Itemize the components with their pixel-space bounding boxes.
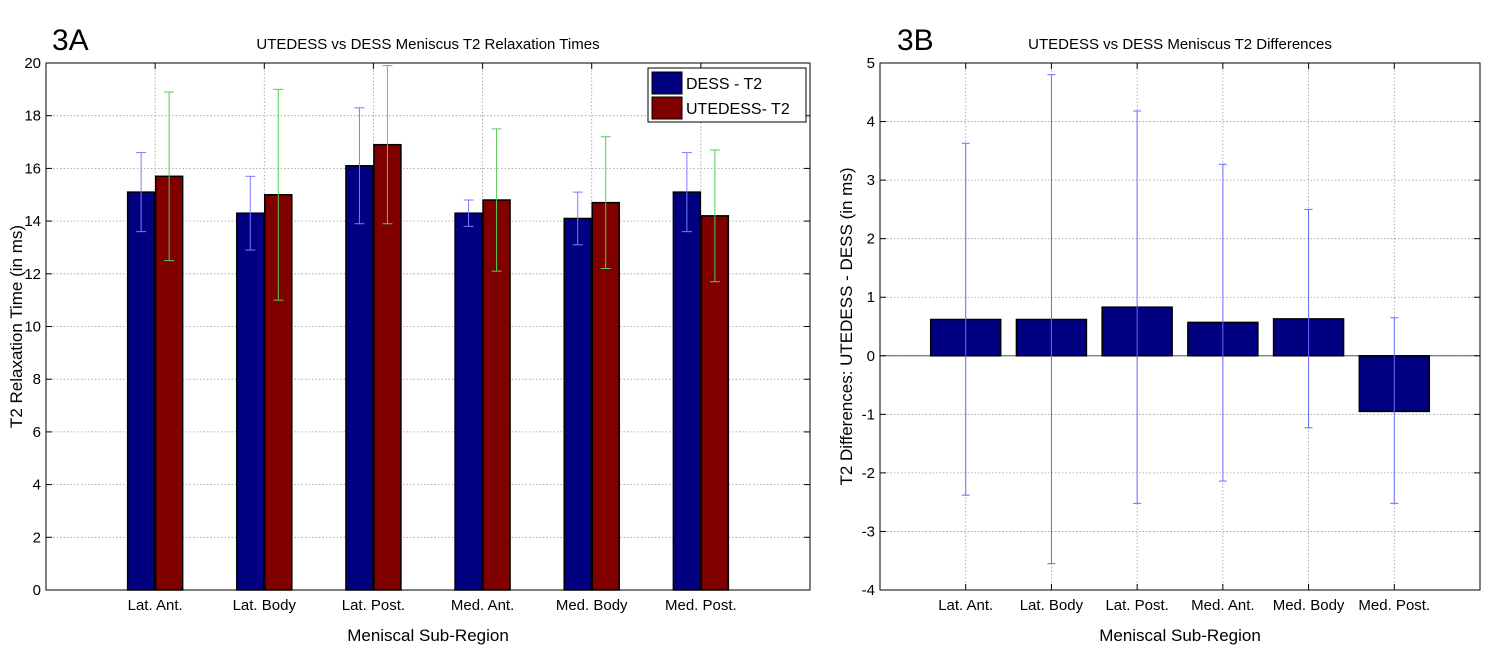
error-bar xyxy=(1218,163,1227,482)
error-bar xyxy=(354,107,365,225)
y-axis: 0 2 4 6 8 10 12 14 16 18 20 xyxy=(24,55,810,599)
legend-label: DESS - T2 xyxy=(686,76,762,93)
legend-swatch xyxy=(651,96,683,120)
error-bar xyxy=(491,128,502,272)
bar-series1 xyxy=(454,212,483,591)
error-bar xyxy=(1133,110,1142,504)
legend: DESS - T2 UTEDESS- T2 xyxy=(647,67,807,123)
x-tick-label: Med. Post. xyxy=(1358,597,1430,614)
y-tick-label: 6 xyxy=(33,424,41,441)
y-tick-label: -1 xyxy=(862,406,875,423)
error-bar xyxy=(572,191,583,246)
x-tick-label: Lat. Ant. xyxy=(128,597,183,614)
x-tick-label: Med. Ant. xyxy=(451,597,514,614)
error-bar xyxy=(1390,317,1399,504)
y-tick-label: 2 xyxy=(33,529,41,546)
bar-series1 xyxy=(672,191,702,591)
error-bar xyxy=(382,65,393,225)
error-bar xyxy=(961,142,970,496)
bar-series1 xyxy=(126,191,156,591)
x-tick-label: Med. Post. xyxy=(665,597,737,614)
y-tick-label: 4 xyxy=(867,114,875,131)
y-tick-label: 0 xyxy=(33,582,41,599)
x-tick-label: Med. Body xyxy=(1273,597,1345,614)
error-bar xyxy=(681,152,692,233)
error-bar xyxy=(136,152,147,233)
error-bars xyxy=(961,74,1399,565)
y-tick-label: -4 xyxy=(862,582,875,599)
y-tick-label: 14 xyxy=(24,213,41,230)
x-tick-label: Med. Ant. xyxy=(1191,597,1254,614)
y-tick-label: 12 xyxy=(24,266,41,283)
x-axis: Lat. Ant. Lat. Body Lat. Post. Med. Ant. Med… xyxy=(938,63,1430,614)
y-tick-label: 0 xyxy=(867,348,875,365)
y-axis-label: T2 Differences: UTEDESS - DESS (in ms) xyxy=(837,167,856,485)
x-axis: Lat. Ant. Lat. Body Lat. Post. Med. Ant. Med… xyxy=(128,63,737,614)
y-tick-label: -3 xyxy=(862,523,875,540)
y-tick-label: 1 xyxy=(867,289,875,306)
x-tick-label: Lat. Ant. xyxy=(938,597,993,614)
y-tick-label: 8 xyxy=(33,371,41,388)
panel-3b: 3B UTEDESS vs DESS Meniscus T2 Difference… xyxy=(837,24,1481,645)
error-bar xyxy=(1304,208,1313,429)
y-tick-label: 10 xyxy=(24,319,41,336)
x-tick-label: Lat. Post. xyxy=(342,597,405,614)
x-tick-label: Lat. Body xyxy=(1020,597,1084,614)
panel-3a: 3A UTEDESS vs DESS Meniscus T2 Relaxation… xyxy=(7,24,811,645)
panel-label: 3B xyxy=(897,24,934,57)
legend-label: UTEDESS- T2 xyxy=(686,101,790,118)
error-bar xyxy=(709,149,720,283)
chart-title: UTEDESS vs DESS Meniscus T2 Differences xyxy=(1028,36,1332,53)
panel-label: 3A xyxy=(52,24,89,57)
y-tick-label: 5 xyxy=(867,55,875,72)
bar-series1 xyxy=(236,212,265,591)
y-tick-label: 20 xyxy=(24,55,41,72)
y-tick-label: -2 xyxy=(862,465,875,482)
bars xyxy=(126,143,730,591)
x-tick-label: Lat. Body xyxy=(233,597,297,614)
y-tick-label: 4 xyxy=(33,477,41,494)
plot-frame xyxy=(879,62,1481,591)
x-tick-label: Med. Body xyxy=(556,597,628,614)
chart-title: UTEDESS vs DESS Meniscus T2 Relaxation T… xyxy=(256,36,599,53)
error-bar xyxy=(245,175,256,251)
y-tick-label: 3 xyxy=(867,172,875,189)
error-bar xyxy=(1047,74,1056,565)
y-axis-label: T2 Relaxation Time (in ms) xyxy=(7,225,26,428)
y-axis: -4 -3 -2 -1 0 1 2 3 4 5 xyxy=(862,55,1480,599)
y-tick-label: 16 xyxy=(24,160,41,177)
error-bar xyxy=(164,91,175,262)
x-axis-label: Meniscal Sub-Region xyxy=(1099,626,1261,645)
bars xyxy=(929,306,1431,413)
legend-swatch xyxy=(651,71,683,95)
y-tick-label: 2 xyxy=(867,231,875,248)
x-tick-label: Lat. Post. xyxy=(1105,597,1168,614)
bar-series1 xyxy=(345,165,374,591)
x-axis-label: Meniscal Sub-Region xyxy=(347,626,509,645)
error-bar xyxy=(463,199,474,227)
error-bar xyxy=(273,88,284,301)
bar-series1 xyxy=(563,217,592,591)
error-bars xyxy=(136,65,720,301)
y-tick-label: 18 xyxy=(24,108,41,125)
error-bar xyxy=(600,136,611,270)
